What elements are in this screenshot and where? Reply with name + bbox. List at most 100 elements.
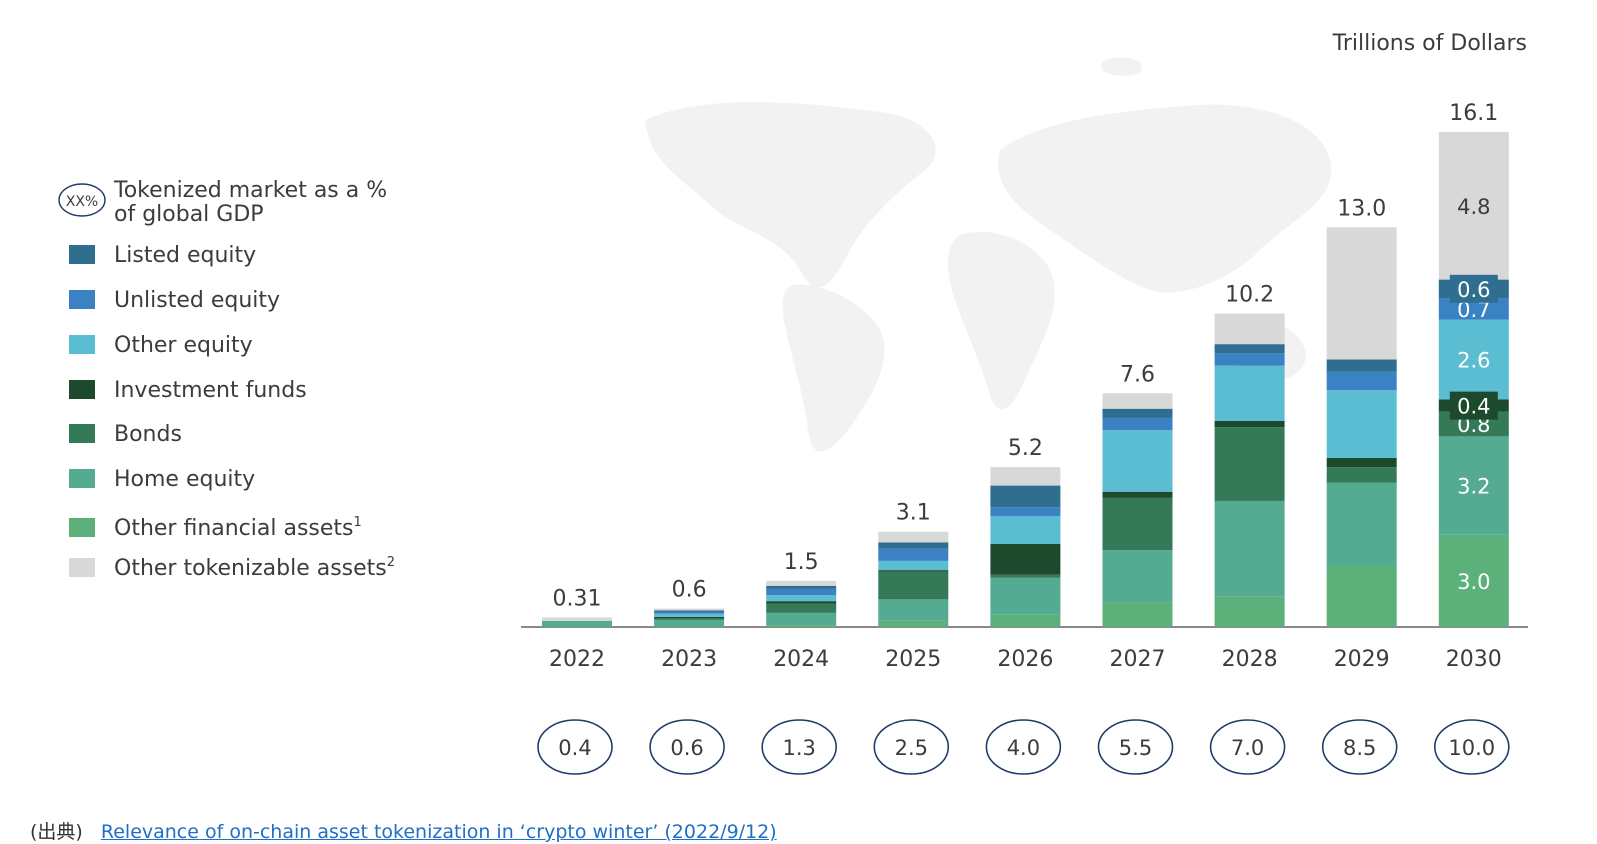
bar-segment-2030-home-equity	[1438, 436, 1509, 535]
bar-segment-2028-home-equity	[1214, 500, 1285, 597]
legend-label-unlisted-equity: Unlisted equity	[114, 288, 280, 313]
bar-segment-2024-unlisted-equity	[766, 588, 837, 596]
gdp-ellipse-2024	[761, 719, 838, 775]
x-tick-label-2027: 2027	[1110, 647, 1166, 672]
bar-segment-2025-other-equity	[878, 560, 949, 571]
bar-segment-2025-unlisted-equity	[878, 548, 949, 561]
bar-segment-2029-unlisted-equity	[1326, 371, 1397, 391]
legend-swatch-other-tokenizable-assets	[69, 558, 95, 577]
legend-swatch-other-financial-assets	[69, 518, 95, 537]
bar-segment-2024-bonds	[766, 603, 837, 613]
segment-label: 3.2	[1457, 475, 1490, 499]
bar-segment-2028-investment-funds	[1214, 421, 1285, 428]
bar-segment-2026-listed-equity	[990, 485, 1061, 508]
bar-segment-2025-other-financial-assets	[878, 620, 949, 627]
total-label-2028: 10.2	[1225, 282, 1274, 307]
total-label-2027: 7.6	[1120, 362, 1155, 387]
bar-segment-2026-other-equity	[990, 516, 1061, 544]
segment-label: 0.4	[1457, 395, 1490, 419]
bar-segment-2030-unlisted-equity	[1438, 298, 1509, 320]
bar-segment-2024-other-financial-assets	[766, 625, 837, 627]
x-tick-label-2025: 2025	[885, 647, 941, 672]
x-tick-label-2024: 2024	[773, 647, 829, 672]
bar-segment-2029-home-equity	[1326, 482, 1397, 566]
gdp-legend-label-1: Tokenized market as a %	[113, 178, 387, 203]
bar-segment-2029-bonds	[1326, 467, 1397, 483]
bar-segment-2024-listed-equity	[766, 585, 837, 589]
gdp-value-2028: 7.0	[1231, 736, 1264, 760]
gdp-ellipse-2029	[1321, 719, 1398, 775]
x-tick-label-2022: 2022	[549, 647, 605, 672]
x-tick-label-2023: 2023	[661, 647, 717, 672]
x-tick-label-2030: 2030	[1446, 647, 1502, 672]
segment-label-box	[1449, 391, 1498, 420]
x-tick-label-2026: 2026	[997, 647, 1053, 672]
bar-segment-2022-home-equity	[542, 620, 612, 627]
segment-label: 0.6	[1457, 278, 1490, 302]
bar-segment-2024-investment-funds	[766, 601, 837, 604]
x-tick-label-2028: 2028	[1222, 647, 1278, 672]
bar-segment-2026-home-equity	[990, 577, 1061, 615]
bar-segment-2028-unlisted-equity	[1214, 353, 1285, 366]
bar-segment-2027-other-tokenizable-assets	[1102, 393, 1173, 409]
bar-segment-2025-listed-equity	[878, 542, 949, 549]
bar-segment-2027-bonds	[1102, 497, 1173, 551]
legend-swatch-investment-funds	[69, 380, 95, 399]
legend-swatch-home-equity	[69, 469, 95, 488]
source-link[interactable]: Relevance of on-chain asset tokenization…	[100, 821, 777, 843]
gdp-legend-label-2: of global GDP	[114, 202, 264, 227]
bar-segment-2023-other-tokenizable-assets	[654, 608, 725, 611]
total-label-2030: 16.1	[1449, 101, 1498, 126]
bar-segment-2024-other-equity	[766, 595, 837, 602]
bar-segment-2028-bonds	[1214, 427, 1285, 501]
bar-segment-2029-listed-equity	[1326, 359, 1397, 372]
total-label-2029: 13.0	[1337, 196, 1386, 221]
unit-label: Trillions of Dollars	[1332, 31, 1527, 56]
bar-segment-2023-other-equity	[654, 613, 725, 617]
segment-label-box	[1449, 274, 1498, 303]
world-map-background	[645, 57, 1332, 452]
total-label-2022: 0.31	[553, 586, 602, 611]
bar-segment-2026-bonds	[990, 574, 1061, 578]
bar-segment-2028-other-tokenizable-assets	[1214, 313, 1285, 345]
total-label-2026: 5.2	[1008, 436, 1043, 461]
bar-segment-2029-other-financial-assets	[1326, 565, 1397, 627]
legend-swatch-unlisted-equity	[69, 290, 95, 309]
gdp-value-2023: 0.6	[670, 736, 703, 760]
total-label-2023: 0.6	[672, 578, 707, 603]
bar-segment-2025-home-equity	[878, 599, 949, 621]
legend-label-other-financial-assets: Other financial assets1	[114, 515, 362, 541]
gdp-ellipse-2025	[873, 719, 950, 775]
gdp-ellipse-2027	[1097, 719, 1174, 775]
legend-label-listed-equity: Listed equity	[114, 243, 256, 268]
total-label-2025: 3.1	[896, 501, 931, 526]
bar-segment-2030-other-tokenizable-assets	[1438, 132, 1509, 280]
bar-segment-2024-other-tokenizable-assets	[766, 580, 837, 586]
bar-segment-2023-other-financial-assets	[654, 626, 725, 627]
gdp-ellipse-2022	[537, 719, 613, 775]
segment-label: 4.8	[1457, 195, 1490, 219]
gdp-value-2030: 10.0	[1448, 736, 1495, 760]
legend-label-other-tokenizable-assets: Other tokenizable assets2	[114, 555, 395, 581]
bar-segment-2025-bonds	[878, 571, 949, 600]
gdp-value-2022: 0.4	[558, 736, 591, 760]
gdp-ellipse-2023	[649, 719, 725, 775]
bar-segment-2027-investment-funds	[1102, 491, 1173, 498]
bar-segment-2026-investment-funds	[990, 543, 1061, 575]
bar-segment-2023-bonds	[654, 618, 725, 620]
bar-segment-2022-other-tokenizable-assets	[542, 617, 612, 621]
gdp-ellipse-2026	[985, 719, 1062, 775]
bar-segment-2027-home-equity	[1102, 550, 1173, 603]
legend-swatch-other-equity	[69, 335, 95, 354]
bar-segment-2023-home-equity	[654, 619, 725, 627]
bar-segment-2027-other-financial-assets	[1102, 602, 1173, 627]
bar-segment-2023-listed-equity	[654, 610, 725, 612]
bar-segment-2027-unlisted-equity	[1102, 417, 1173, 431]
bar-segment-2025-investment-funds	[878, 570, 949, 572]
bar-segment-2026-other-financial-assets	[990, 614, 1061, 627]
legend-label-bonds: Bonds	[114, 422, 182, 447]
bar-segment-2026-other-tokenizable-assets	[990, 467, 1061, 486]
gdp-legend-badge-text: XX%	[66, 194, 98, 210]
bar-segment-2028-other-equity	[1214, 365, 1285, 422]
